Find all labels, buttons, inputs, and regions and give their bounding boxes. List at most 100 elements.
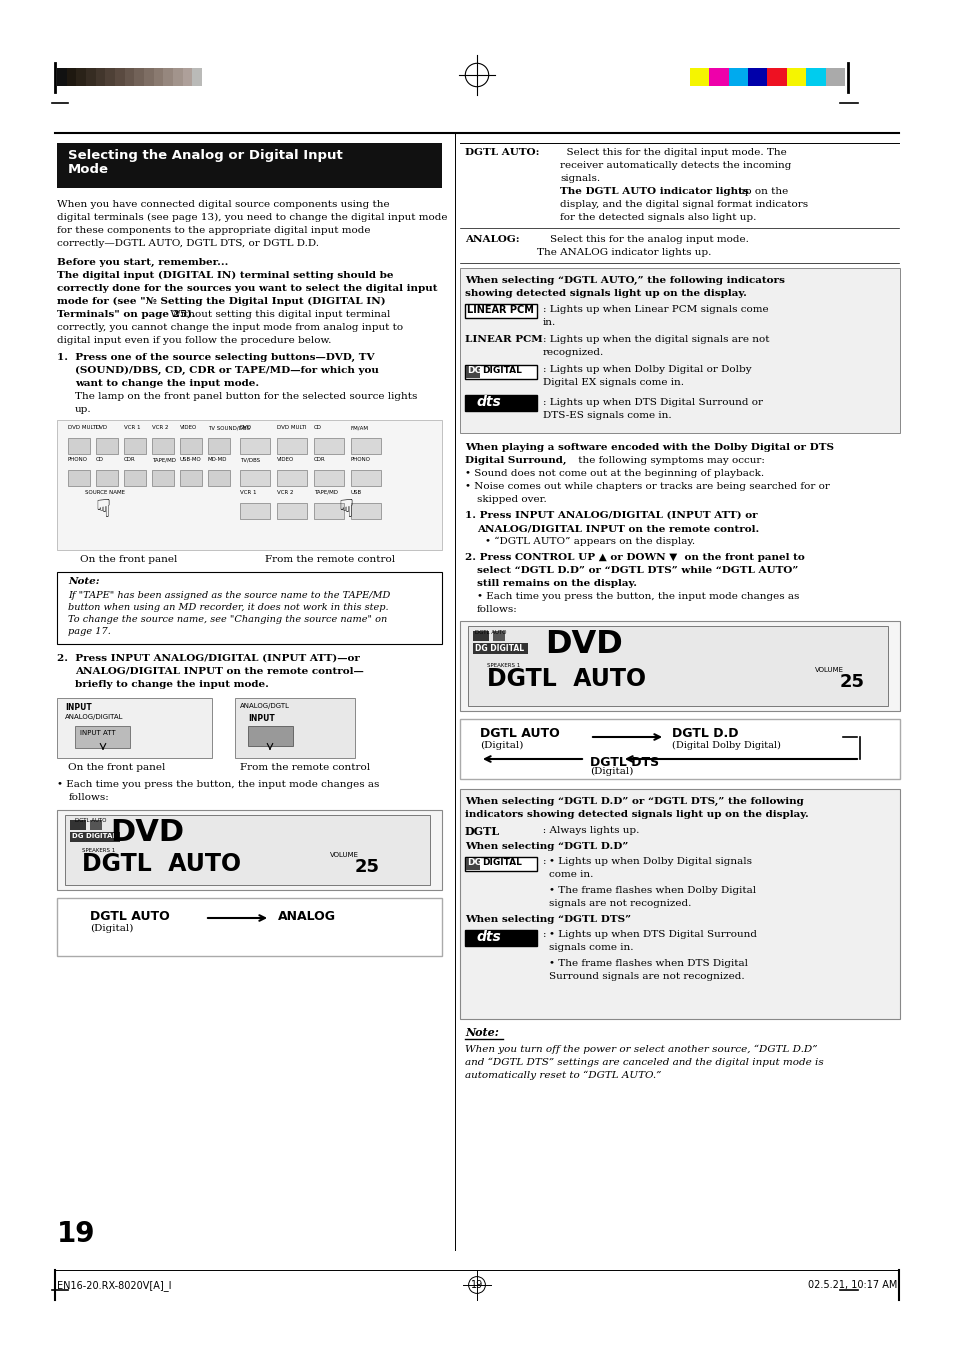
Text: the following symptoms may occur:: the following symptoms may occur: [575, 456, 764, 465]
Text: up.: up. [75, 406, 91, 414]
Text: : Lights up when the digital signals are not: : Lights up when the digital signals are… [542, 335, 769, 343]
Text: From the remote control: From the remote control [240, 763, 370, 772]
Text: indicators showing detected signals light up on the display.: indicators showing detected signals ligh… [464, 810, 808, 819]
Text: DGTL AUTO: DGTL AUTO [475, 630, 506, 635]
Bar [747, 68, 767, 87]
Bar [459, 268, 899, 433]
Text: LINEAR PCM: LINEAR PCM [464, 335, 542, 343]
Text: When selecting “DGTL AUTO,” the following indicators: When selecting “DGTL AUTO,” the followin… [464, 276, 784, 285]
Text: DGTL  AUTO: DGTL AUTO [486, 667, 645, 691]
Bar [459, 621, 899, 711]
Text: signals.: signals. [559, 174, 599, 183]
Text: : Lights up when DTS Digital Surround or: : Lights up when DTS Digital Surround or [542, 397, 762, 407]
Text: CDR: CDR [124, 457, 135, 462]
Text: Select this for the analog input mode.: Select this for the analog input mode. [537, 235, 748, 243]
Text: come in.: come in. [548, 869, 593, 879]
Text: DVD: DVD [110, 818, 184, 846]
Text: TAPE/MD: TAPE/MD [152, 457, 175, 462]
Bar [465, 859, 479, 869]
Text: (Digital): (Digital) [589, 767, 633, 776]
Text: skipped over.: skipped over. [476, 495, 546, 504]
Bar [57, 572, 441, 644]
Text: Digital EX signals come in.: Digital EX signals come in. [542, 379, 683, 387]
Text: correctly—DGTL AUTO, DGTL DTS, or DGTL D.D.: correctly—DGTL AUTO, DGTL DTS, or DGTL D… [57, 239, 318, 247]
Text: When you have connected digital source components using the: When you have connected digital source c… [57, 200, 389, 210]
Bar [172, 68, 183, 87]
Bar [70, 821, 86, 830]
Text: dts: dts [476, 395, 501, 410]
Text: • Each time you press the button, the input mode changes as: • Each time you press the button, the in… [57, 780, 379, 790]
Bar [57, 898, 441, 956]
Text: :: : [542, 857, 546, 867]
Bar [90, 821, 102, 830]
Text: Note:: Note: [68, 577, 99, 585]
Text: 2. Press CONTROL UP ▲ or DOWN ▼  on the front panel to: 2. Press CONTROL UP ▲ or DOWN ▼ on the f… [464, 553, 804, 562]
Bar [493, 631, 504, 641]
Bar [689, 68, 709, 87]
Text: 02.5.21, 10:17 AM: 02.5.21, 10:17 AM [807, 1280, 896, 1290]
Bar [75, 726, 130, 748]
Bar [240, 503, 270, 519]
Bar [96, 470, 118, 485]
Text: for the detected signals also light up.: for the detected signals also light up. [559, 214, 756, 222]
Bar [95, 68, 106, 87]
Text: VOLUME: VOLUME [814, 667, 843, 673]
Bar [240, 438, 270, 454]
Text: • Noise comes out while chapters or tracks are being searched for or: • Noise comes out while chapters or trac… [464, 483, 829, 491]
Text: The lamp on the front panel button for the selected source lights: The lamp on the front panel button for t… [75, 392, 417, 402]
Text: DTS-ES signals come in.: DTS-ES signals come in. [542, 411, 671, 420]
Text: (SOUND)/DBS, CD, CDR or TAPE/MD—for which you: (SOUND)/DBS, CD, CDR or TAPE/MD—for whic… [75, 366, 378, 375]
Bar [276, 470, 307, 485]
Text: signals are not recognized.: signals are not recognized. [548, 899, 691, 909]
Bar [464, 365, 537, 379]
Bar [57, 68, 67, 87]
Text: DG: DG [467, 366, 481, 375]
Text: When selecting “DGTL D.D” or “DGTL DTS,” the following: When selecting “DGTL D.D” or “DGTL DTS,”… [464, 796, 803, 806]
Text: want to change the input mode.: want to change the input mode. [75, 379, 259, 388]
Text: button when using an MD recorder, it does not work in this step.: button when using an MD recorder, it doe… [68, 603, 388, 612]
Text: VCR 1: VCR 1 [124, 425, 140, 430]
Bar [351, 438, 380, 454]
Text: page 17.: page 17. [68, 627, 111, 635]
Text: VCR 2: VCR 2 [152, 425, 169, 430]
Bar [459, 790, 899, 1019]
Text: still remains on the display.: still remains on the display. [476, 579, 637, 588]
Text: DVD: DVD [544, 629, 622, 660]
Text: Surround signals are not recognized.: Surround signals are not recognized. [548, 972, 744, 982]
Text: for these components to the appropriate digital input mode: for these components to the appropriate … [57, 226, 370, 235]
Text: • The frame flashes when Dolby Digital: • The frame flashes when Dolby Digital [548, 886, 756, 895]
Text: VIDEO: VIDEO [276, 457, 294, 462]
Text: digital input even if you follow the procedure below.: digital input even if you follow the pro… [57, 337, 331, 345]
Text: TAPE/MD: TAPE/MD [314, 489, 337, 495]
Text: in.: in. [542, 318, 556, 327]
Text: DGTL: DGTL [464, 826, 499, 837]
Text: From the remote control: From the remote control [265, 556, 395, 564]
Text: When selecting “DGTL DTS”: When selecting “DGTL DTS” [464, 915, 631, 923]
Text: Select this for the digital input mode. The: Select this for the digital input mode. … [559, 147, 786, 157]
Bar [234, 698, 355, 758]
Text: • Sound does not come out at the beginning of playback.: • Sound does not come out at the beginni… [464, 469, 763, 479]
Text: up on the: up on the [734, 187, 787, 196]
Text: Without setting this digital input terminal: Without setting this digital input termi… [167, 310, 390, 319]
Bar [208, 438, 230, 454]
Bar [124, 438, 146, 454]
Text: signals come in.: signals come in. [548, 942, 633, 952]
Text: Selecting the Analog or Digital Input: Selecting the Analog or Digital Input [68, 149, 342, 162]
Text: (Digital): (Digital) [479, 741, 523, 750]
Text: receiver automatically detects the incoming: receiver automatically detects the incom… [559, 161, 791, 170]
Text: DGTL DTS: DGTL DTS [589, 756, 659, 769]
Text: EN16-20.RX-8020V[A]_I: EN16-20.RX-8020V[A]_I [57, 1280, 172, 1291]
Text: 25: 25 [355, 859, 379, 876]
Bar [468, 626, 887, 706]
Text: SPEAKERS 1: SPEAKERS 1 [486, 662, 519, 668]
Text: FM/AM: FM/AM [351, 425, 369, 430]
Text: select “DGTL D.D” or “DGTL DTS” while “DGTL AUTO”: select “DGTL D.D” or “DGTL DTS” while “D… [476, 566, 798, 575]
Text: CD: CD [96, 457, 104, 462]
Text: DVD: DVD [240, 425, 252, 430]
Bar [96, 438, 118, 454]
Text: DIGITAL: DIGITAL [481, 366, 521, 375]
Text: ANALOG/DGTL: ANALOG/DGTL [240, 703, 290, 708]
Text: • The frame flashes when DTS Digital: • The frame flashes when DTS Digital [548, 959, 747, 968]
Text: DGTL  AUTO: DGTL AUTO [82, 852, 241, 876]
Text: 25: 25 [840, 673, 864, 691]
